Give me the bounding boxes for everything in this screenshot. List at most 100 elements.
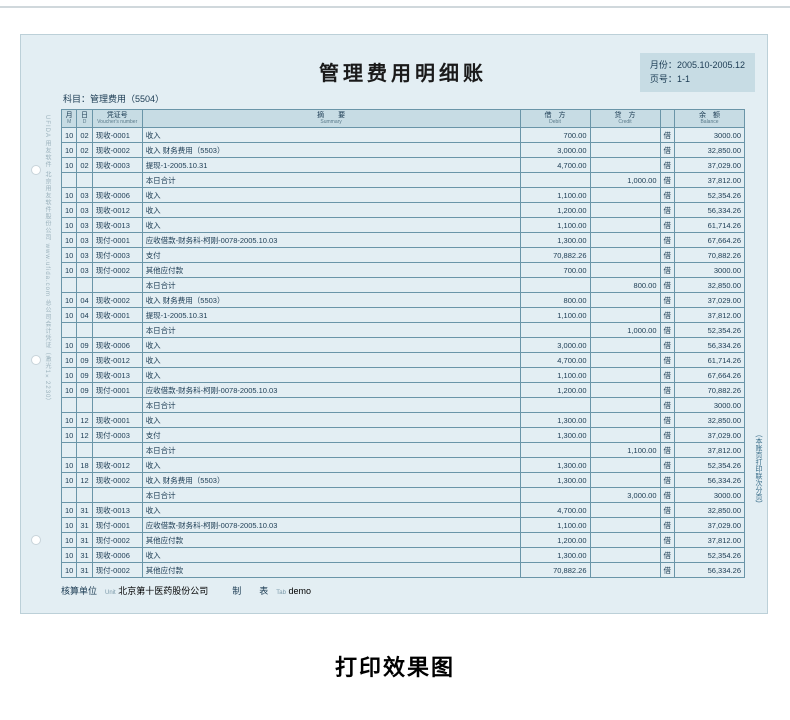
table-cell: 现付-0002 xyxy=(92,263,142,278)
footer: 核算单位Unit 北京第十医药股份公司 制 表Tab demo xyxy=(61,584,745,597)
table-cell: 10 xyxy=(62,188,77,203)
table-cell: 借 xyxy=(660,278,675,293)
table-cell xyxy=(590,428,660,443)
table-cell: 现付-0003 xyxy=(92,428,142,443)
table-cell: 借 xyxy=(660,338,675,353)
table-cell: 10 xyxy=(62,233,77,248)
table-cell: 56,334.26 xyxy=(675,338,745,353)
table-cell: 04 xyxy=(77,293,92,308)
punch-hole xyxy=(31,165,41,175)
table-row: 本日合计1,000.00借52,354.26 xyxy=(62,323,745,338)
unit-value: 北京第十医药股份公司 xyxy=(118,586,208,596)
table-cell xyxy=(520,278,590,293)
table-cell: 12 xyxy=(77,428,92,443)
table-cell: 37,029.00 xyxy=(675,518,745,533)
table-cell: 10 xyxy=(62,368,77,383)
table-cell: 700.00 xyxy=(520,263,590,278)
table-cell: 10 xyxy=(62,473,77,488)
table-cell: 借 xyxy=(660,158,675,173)
table-cell: 1,200.00 xyxy=(520,383,590,398)
table-row: 1002现收-0002收入 财务费用（5503）3,000.00借32,850.… xyxy=(62,143,745,158)
table-cell: 现收-0013 xyxy=(92,368,142,383)
table-cell: 现收-0003 xyxy=(92,158,142,173)
table-cell xyxy=(92,488,142,503)
table-row: 本日合计借3000.00 xyxy=(62,398,745,413)
table-cell: 31 xyxy=(77,518,92,533)
table-cell: 70,882.26 xyxy=(520,248,590,263)
table-cell: 3,000.00 xyxy=(520,143,590,158)
table-cell xyxy=(62,488,77,503)
table-cell: 03 xyxy=(77,248,92,263)
table-cell xyxy=(590,128,660,143)
table-row: 1002现收-0003提现-1-2005.10.314,700.00借37,02… xyxy=(62,158,745,173)
table-cell: 1,100.00 xyxy=(520,518,590,533)
table-cell: 52,354.26 xyxy=(675,458,745,473)
table-row: 1003现收-0013收入1,100.00借61,714.26 xyxy=(62,218,745,233)
table-cell: 10 xyxy=(62,518,77,533)
punch-hole xyxy=(31,535,41,545)
table-cell: 02 xyxy=(77,158,92,173)
table-cell: 10 xyxy=(62,203,77,218)
table-cell: 现收-0012 xyxy=(92,458,142,473)
table-cell: 10 xyxy=(62,458,77,473)
table-cell: 本日合计 xyxy=(142,278,520,293)
table-cell: 1,100.00 xyxy=(520,308,590,323)
table-cell: 10 xyxy=(62,503,77,518)
table-cell: 1,000.00 xyxy=(590,323,660,338)
month-label: 月份： xyxy=(650,60,677,70)
maker-sub: Tab xyxy=(276,590,286,596)
table-cell: 70,882.26 xyxy=(520,563,590,578)
table-cell: 1,300.00 xyxy=(520,458,590,473)
table-cell xyxy=(590,548,660,563)
table-cell: 现收-0006 xyxy=(92,548,142,563)
table-cell: 70,882.26 xyxy=(675,383,745,398)
table-cell xyxy=(590,218,660,233)
table-cell: 借 xyxy=(660,263,675,278)
table-cell: 借 xyxy=(660,323,675,338)
table-cell: 收入 xyxy=(142,503,520,518)
table-cell: 现收-0012 xyxy=(92,353,142,368)
unit-sub: Unit xyxy=(105,590,116,596)
table-cell: 现收-0002 xyxy=(92,293,142,308)
table-row: 1009现付-0001应收借款-财务科-柯刚-0078-2005.10.031,… xyxy=(62,383,745,398)
table-cell: 现收-0013 xyxy=(92,503,142,518)
table-cell xyxy=(62,398,77,413)
table-cell: 10 xyxy=(62,413,77,428)
table-row: 1009现收-0012收入4,700.00借61,714.26 xyxy=(62,353,745,368)
table-cell: 现付-0001 xyxy=(92,233,142,248)
table-cell: 借 xyxy=(660,563,675,578)
table-cell: 4,700.00 xyxy=(520,158,590,173)
table-cell: 1,000.00 xyxy=(590,173,660,188)
table-cell xyxy=(590,413,660,428)
table-row: 1018现收-0012收入1,300.00借52,354.26 xyxy=(62,458,745,473)
table-cell: 现付-0002 xyxy=(92,563,142,578)
table-cell: 31 xyxy=(77,563,92,578)
table-cell xyxy=(92,443,142,458)
table-cell: 04 xyxy=(77,308,92,323)
column-header: 月M xyxy=(62,110,77,128)
table-cell: 3000.00 xyxy=(675,263,745,278)
subject-label: 科目： xyxy=(63,94,90,104)
table-cell: 借 xyxy=(660,518,675,533)
table-cell xyxy=(590,203,660,218)
table-cell xyxy=(590,518,660,533)
table-cell: 10 xyxy=(62,383,77,398)
table-cell: 03 xyxy=(77,263,92,278)
table-cell: 借 xyxy=(660,548,675,563)
table-cell xyxy=(590,293,660,308)
table-row: 1004现收-0001提现-1-2005.10.311,100.00借37,81… xyxy=(62,308,745,323)
table-cell: 4,700.00 xyxy=(520,353,590,368)
table-cell xyxy=(590,188,660,203)
table-cell xyxy=(590,158,660,173)
table-cell: 借 xyxy=(660,428,675,443)
punch-hole xyxy=(31,355,41,365)
table-cell xyxy=(590,533,660,548)
table-cell: 现收-0001 xyxy=(92,413,142,428)
table-cell: 4,700.00 xyxy=(520,503,590,518)
table-cell: 收入 xyxy=(142,548,520,563)
table-cell: 借 xyxy=(660,218,675,233)
table-cell: 70,882.26 xyxy=(675,248,745,263)
table-cell: 1,300.00 xyxy=(520,233,590,248)
table-cell: 1,100.00 xyxy=(590,443,660,458)
table-cell: 借 xyxy=(660,503,675,518)
